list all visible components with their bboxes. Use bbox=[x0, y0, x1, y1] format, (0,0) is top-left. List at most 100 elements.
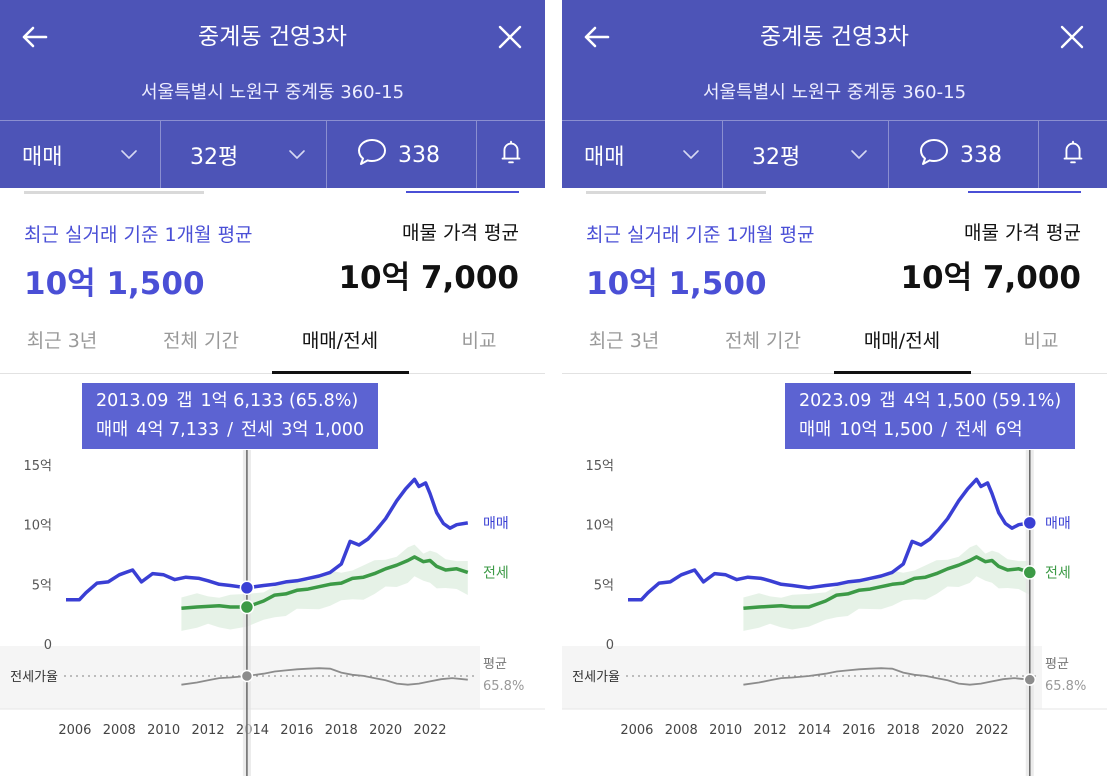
deal-type-dropdown[interactable]: 매매 bbox=[22, 121, 160, 189]
scroll-remnant bbox=[968, 191, 1081, 193]
deal-type-label: 매매 bbox=[584, 145, 625, 170]
tab-1[interactable]: 전체 기간 bbox=[163, 330, 239, 352]
listing-avg-price: 10억 7,000 bbox=[900, 260, 1081, 296]
chevron-down-icon bbox=[120, 145, 138, 163]
chevron-down-icon bbox=[850, 145, 868, 163]
recent-trade-label: 최근 실거래 기준 1개월 평균 bbox=[586, 224, 815, 246]
chevron-down-icon bbox=[288, 145, 306, 163]
sale-series-label: 매매 bbox=[483, 516, 509, 532]
filter-bar: 매매 32평 338 bbox=[0, 120, 545, 189]
sale-series-line bbox=[66, 477, 469, 602]
tooltip-jeonse-label: 전세 bbox=[955, 420, 988, 440]
tab-2[interactable]: 매매/전세 bbox=[301, 330, 379, 352]
average-value: 65.8% bbox=[483, 679, 524, 694]
x-tick-label: 2006 bbox=[58, 723, 91, 738]
deal-type-label: 매매 bbox=[22, 145, 63, 170]
tab-3[interactable]: 비교 bbox=[461, 330, 497, 352]
jeonse-cursor-dot bbox=[1022, 565, 1038, 580]
tooltip-date: 2023.09 bbox=[799, 391, 872, 411]
x-tick-label: 2020 bbox=[369, 723, 402, 738]
size-dropdown[interactable]: 32평 bbox=[190, 121, 326, 189]
comments-button[interactable]: 338 bbox=[918, 121, 1038, 189]
jeonse-listing-band bbox=[743, 544, 1030, 631]
tab-2[interactable]: 매매/전세 bbox=[863, 330, 941, 352]
divider bbox=[1038, 121, 1039, 189]
jeonse-cursor-dot bbox=[239, 599, 255, 615]
scroll-remnant bbox=[24, 191, 204, 194]
tooltip-separator: / bbox=[227, 420, 234, 440]
tab-3[interactable]: 비교 bbox=[1023, 330, 1059, 352]
app-header: 중계동 건영3차 서울특별시 노원구 중계동 360-15 매매 32평 338 bbox=[0, 0, 545, 189]
tab-1[interactable]: 전체 기간 bbox=[725, 330, 801, 352]
address-text: 서울특별시 노원구 중계동 360-15 bbox=[140, 82, 405, 103]
divider bbox=[722, 121, 723, 189]
chevron-down-icon bbox=[682, 145, 700, 163]
x-tick-label: 2018 bbox=[887, 723, 920, 738]
notification-button[interactable] bbox=[1058, 121, 1092, 189]
recent-trade-price: 10억 1,500 bbox=[586, 266, 767, 302]
x-tick-label: 2008 bbox=[665, 723, 698, 738]
size-label: 32평 bbox=[752, 145, 801, 170]
recent-trade-label: 최근 실거래 기준 1개월 평균 bbox=[24, 224, 253, 246]
y-tick-label: 10억 bbox=[585, 519, 614, 534]
ratio-axis-label: 전세가율 bbox=[572, 670, 620, 685]
listing-panel: 중계동 건영3차 서울특별시 노원구 중계동 360-15 매매 32평 338 최근 실… bbox=[0, 0, 545, 776]
x-tick-label: 2010 bbox=[147, 723, 180, 738]
tab-0[interactable]: 최근 3년 bbox=[26, 330, 98, 352]
y-tick-label: 5억 bbox=[594, 578, 614, 593]
tooltip-sale-label: 매매 bbox=[96, 420, 129, 440]
data-tooltip: 2013.09 갭 1억 6,133 (65.8%) 매매 4억 7,133 / 전세 3억 … bbox=[82, 383, 379, 449]
scroll-remnant bbox=[406, 191, 519, 193]
back-arrow-icon[interactable] bbox=[580, 20, 614, 54]
close-icon[interactable] bbox=[493, 20, 527, 54]
tooltip-gap-row: 2013.09 갭 1억 6,133 (65.8%) bbox=[96, 387, 364, 416]
speech-bubble-icon bbox=[356, 136, 388, 174]
active-tab-underline bbox=[834, 371, 971, 374]
divider bbox=[888, 121, 889, 189]
ratio-cursor-dot bbox=[1023, 673, 1037, 686]
sale-series-label: 매매 bbox=[1045, 516, 1071, 532]
price-chart[interactable]: 15억 10억 5억 0 전세가율 2006 2008 2010 2012 2014 2016 201… bbox=[0, 374, 545, 776]
jeonse-series-label: 전세 bbox=[1045, 565, 1071, 581]
ratio-series-line bbox=[743, 667, 1030, 686]
x-tick-label: 2008 bbox=[103, 723, 136, 738]
tab-0[interactable]: 최근 3년 bbox=[588, 330, 660, 352]
tooltip-price-row: 매매 4억 7,133 / 전세 3억 1,000 bbox=[96, 416, 364, 445]
x-tick-label: 2010 bbox=[709, 723, 742, 738]
x-tick-label: 2012 bbox=[192, 723, 225, 738]
page-title: 중계동 건영3차 bbox=[760, 24, 909, 50]
filter-bar: 매매 32평 338 bbox=[562, 120, 1107, 189]
x-tick-label: 2016 bbox=[842, 723, 875, 738]
average-label: 평균 bbox=[1045, 657, 1069, 672]
x-tick-label: 2022 bbox=[975, 723, 1008, 738]
sale-cursor-dot bbox=[1022, 515, 1038, 531]
listing-avg-price: 10억 7,000 bbox=[338, 260, 519, 296]
tooltip-sale-value: 10억 1,500 bbox=[839, 420, 934, 440]
close-icon[interactable] bbox=[1055, 20, 1089, 54]
price-chart[interactable]: 15억 10억 5억 0 전세가율 2006 2008 2010 2012 2014 2016 201… bbox=[562, 374, 1107, 776]
divider bbox=[160, 121, 161, 189]
tooltip-jeonse-value: 6억 bbox=[995, 420, 1023, 440]
bell-icon bbox=[496, 137, 526, 173]
y-tick-label: 10억 bbox=[23, 519, 52, 534]
back-arrow-icon[interactable] bbox=[18, 20, 52, 54]
notification-button[interactable] bbox=[496, 121, 530, 189]
y-tick-label: 15억 bbox=[23, 459, 52, 474]
x-tick-label: 2012 bbox=[754, 723, 787, 738]
tooltip-separator: / bbox=[941, 420, 948, 440]
size-dropdown[interactable]: 32평 bbox=[752, 121, 888, 189]
divider bbox=[476, 121, 477, 189]
y-tick-label: 0 bbox=[606, 638, 614, 653]
listing-avg-label: 매물 가격 평균 bbox=[964, 222, 1081, 244]
comments-button[interactable]: 338 bbox=[356, 121, 476, 189]
jeonse-series-label: 전세 bbox=[483, 565, 509, 581]
tooltip-jeonse-value: 3억 1,000 bbox=[281, 420, 365, 440]
tooltip-sale-value: 4억 7,133 bbox=[136, 420, 220, 440]
speech-bubble-icon bbox=[918, 136, 950, 174]
tooltip-gap-value: 4억 1,500 (59.1%) bbox=[903, 391, 1062, 411]
sale-cursor-dot bbox=[239, 580, 255, 596]
data-tooltip: 2023.09 갭 4억 1,500 (59.1%) 매매 10억 1,500 / 전세 6억 bbox=[785, 383, 1076, 449]
chart-tabs: 최근 3년 전체 기간 매매/전세 비교 bbox=[562, 316, 1107, 374]
deal-type-dropdown[interactable]: 매매 bbox=[584, 121, 722, 189]
